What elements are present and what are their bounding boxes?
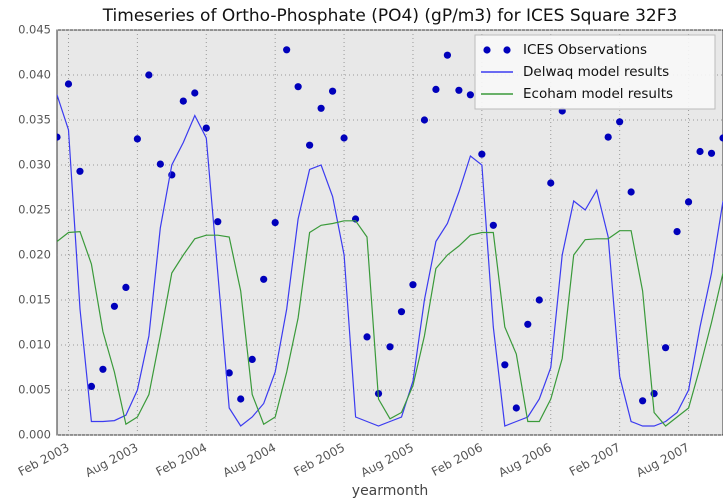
chart-title: Timeseries of Ortho-Phosphate (PO4) (gP/… xyxy=(102,6,678,26)
legend-marker xyxy=(503,46,511,54)
observation-point xyxy=(306,141,314,149)
observation-point xyxy=(214,218,222,226)
y-tick-label: 0.040 xyxy=(18,68,51,82)
observation-point xyxy=(340,134,348,142)
legend-marker xyxy=(483,46,491,54)
observation-point xyxy=(386,343,394,351)
observation-point xyxy=(627,188,635,196)
observation-point xyxy=(512,404,520,412)
y-tick-label: 0.035 xyxy=(18,113,51,127)
observation-point xyxy=(397,308,406,316)
model-line xyxy=(57,220,723,427)
observation-point xyxy=(271,219,279,227)
observation-point xyxy=(179,97,187,105)
y-tick-label: 0.000 xyxy=(18,428,51,442)
x-tick-label: Feb 2006 xyxy=(429,440,485,478)
observation-point xyxy=(455,86,463,94)
observation-point xyxy=(639,397,647,405)
observation-point xyxy=(248,355,256,363)
legend-label: Ecoham model results xyxy=(523,86,673,102)
observation-point xyxy=(133,135,141,143)
observation-point xyxy=(363,333,371,341)
legend: ICES Observations Delwaq model results Eco… xyxy=(474,34,716,110)
y-tick-label: 0.025 xyxy=(18,203,51,217)
x-tick-label: Aug 2006 xyxy=(496,440,554,479)
observation-point xyxy=(237,395,245,403)
observation-point xyxy=(684,198,693,206)
x-tick-label: Feb 2003 xyxy=(16,440,72,478)
observation-point xyxy=(661,344,670,352)
observation-point xyxy=(328,87,337,95)
observation-point xyxy=(409,281,417,289)
observation-point xyxy=(604,133,612,141)
observation-point xyxy=(696,147,704,156)
y-tick-label: 0.005 xyxy=(18,383,51,397)
legend-box xyxy=(474,34,716,110)
observation-point xyxy=(122,283,130,291)
model-line xyxy=(57,94,723,427)
y-tick-label: 0.010 xyxy=(18,338,51,352)
observation-point xyxy=(156,160,164,168)
observation-point xyxy=(535,296,543,304)
x-axis-label: yearmonth xyxy=(352,483,428,499)
observation-point xyxy=(524,320,532,328)
observation-point xyxy=(673,228,681,236)
observation-point xyxy=(432,85,440,93)
observation-point xyxy=(707,149,716,157)
observation-point xyxy=(547,179,555,187)
x-tick-label: Feb 2007 xyxy=(567,440,623,478)
observation-point xyxy=(99,365,107,373)
observation-point xyxy=(719,134,723,142)
observation-point xyxy=(225,369,233,377)
legend-label: ICES Observations xyxy=(523,42,647,58)
y-tick-label: 0.045 xyxy=(18,23,51,37)
y-tick-label: 0.030 xyxy=(18,158,51,172)
x-tick-label: Aug 2003 xyxy=(83,440,141,479)
observation-point xyxy=(466,91,474,99)
x-tick-label: Feb 2004 xyxy=(154,440,210,478)
y-tick-label: 0.020 xyxy=(18,248,51,262)
observation-point xyxy=(145,71,153,79)
observation-point xyxy=(76,167,84,175)
legend-label: Delwaq model results xyxy=(523,64,669,80)
observation-point xyxy=(87,382,96,390)
observation-point xyxy=(202,124,210,132)
observation-point xyxy=(489,221,497,229)
observation-point xyxy=(478,150,486,158)
observation-point xyxy=(191,89,199,97)
y-tick-label: 0.015 xyxy=(18,293,51,307)
observation-point xyxy=(443,51,452,59)
x-tick-label: Aug 2007 xyxy=(634,440,692,479)
observation-point xyxy=(283,46,291,54)
observation-point xyxy=(616,118,624,126)
data xyxy=(57,46,723,427)
observation-point xyxy=(110,302,119,310)
observation-point xyxy=(64,80,73,88)
observation-point xyxy=(420,116,429,124)
observation-point xyxy=(57,133,61,141)
observation-point xyxy=(317,104,325,112)
x-tick-label: Feb 2005 xyxy=(291,440,347,478)
observation-point xyxy=(260,275,268,283)
x-tick-label: Aug 2005 xyxy=(358,440,416,479)
observation-point xyxy=(501,361,509,369)
observation-point xyxy=(294,83,302,91)
x-tick-label: Aug 2004 xyxy=(221,440,279,479)
